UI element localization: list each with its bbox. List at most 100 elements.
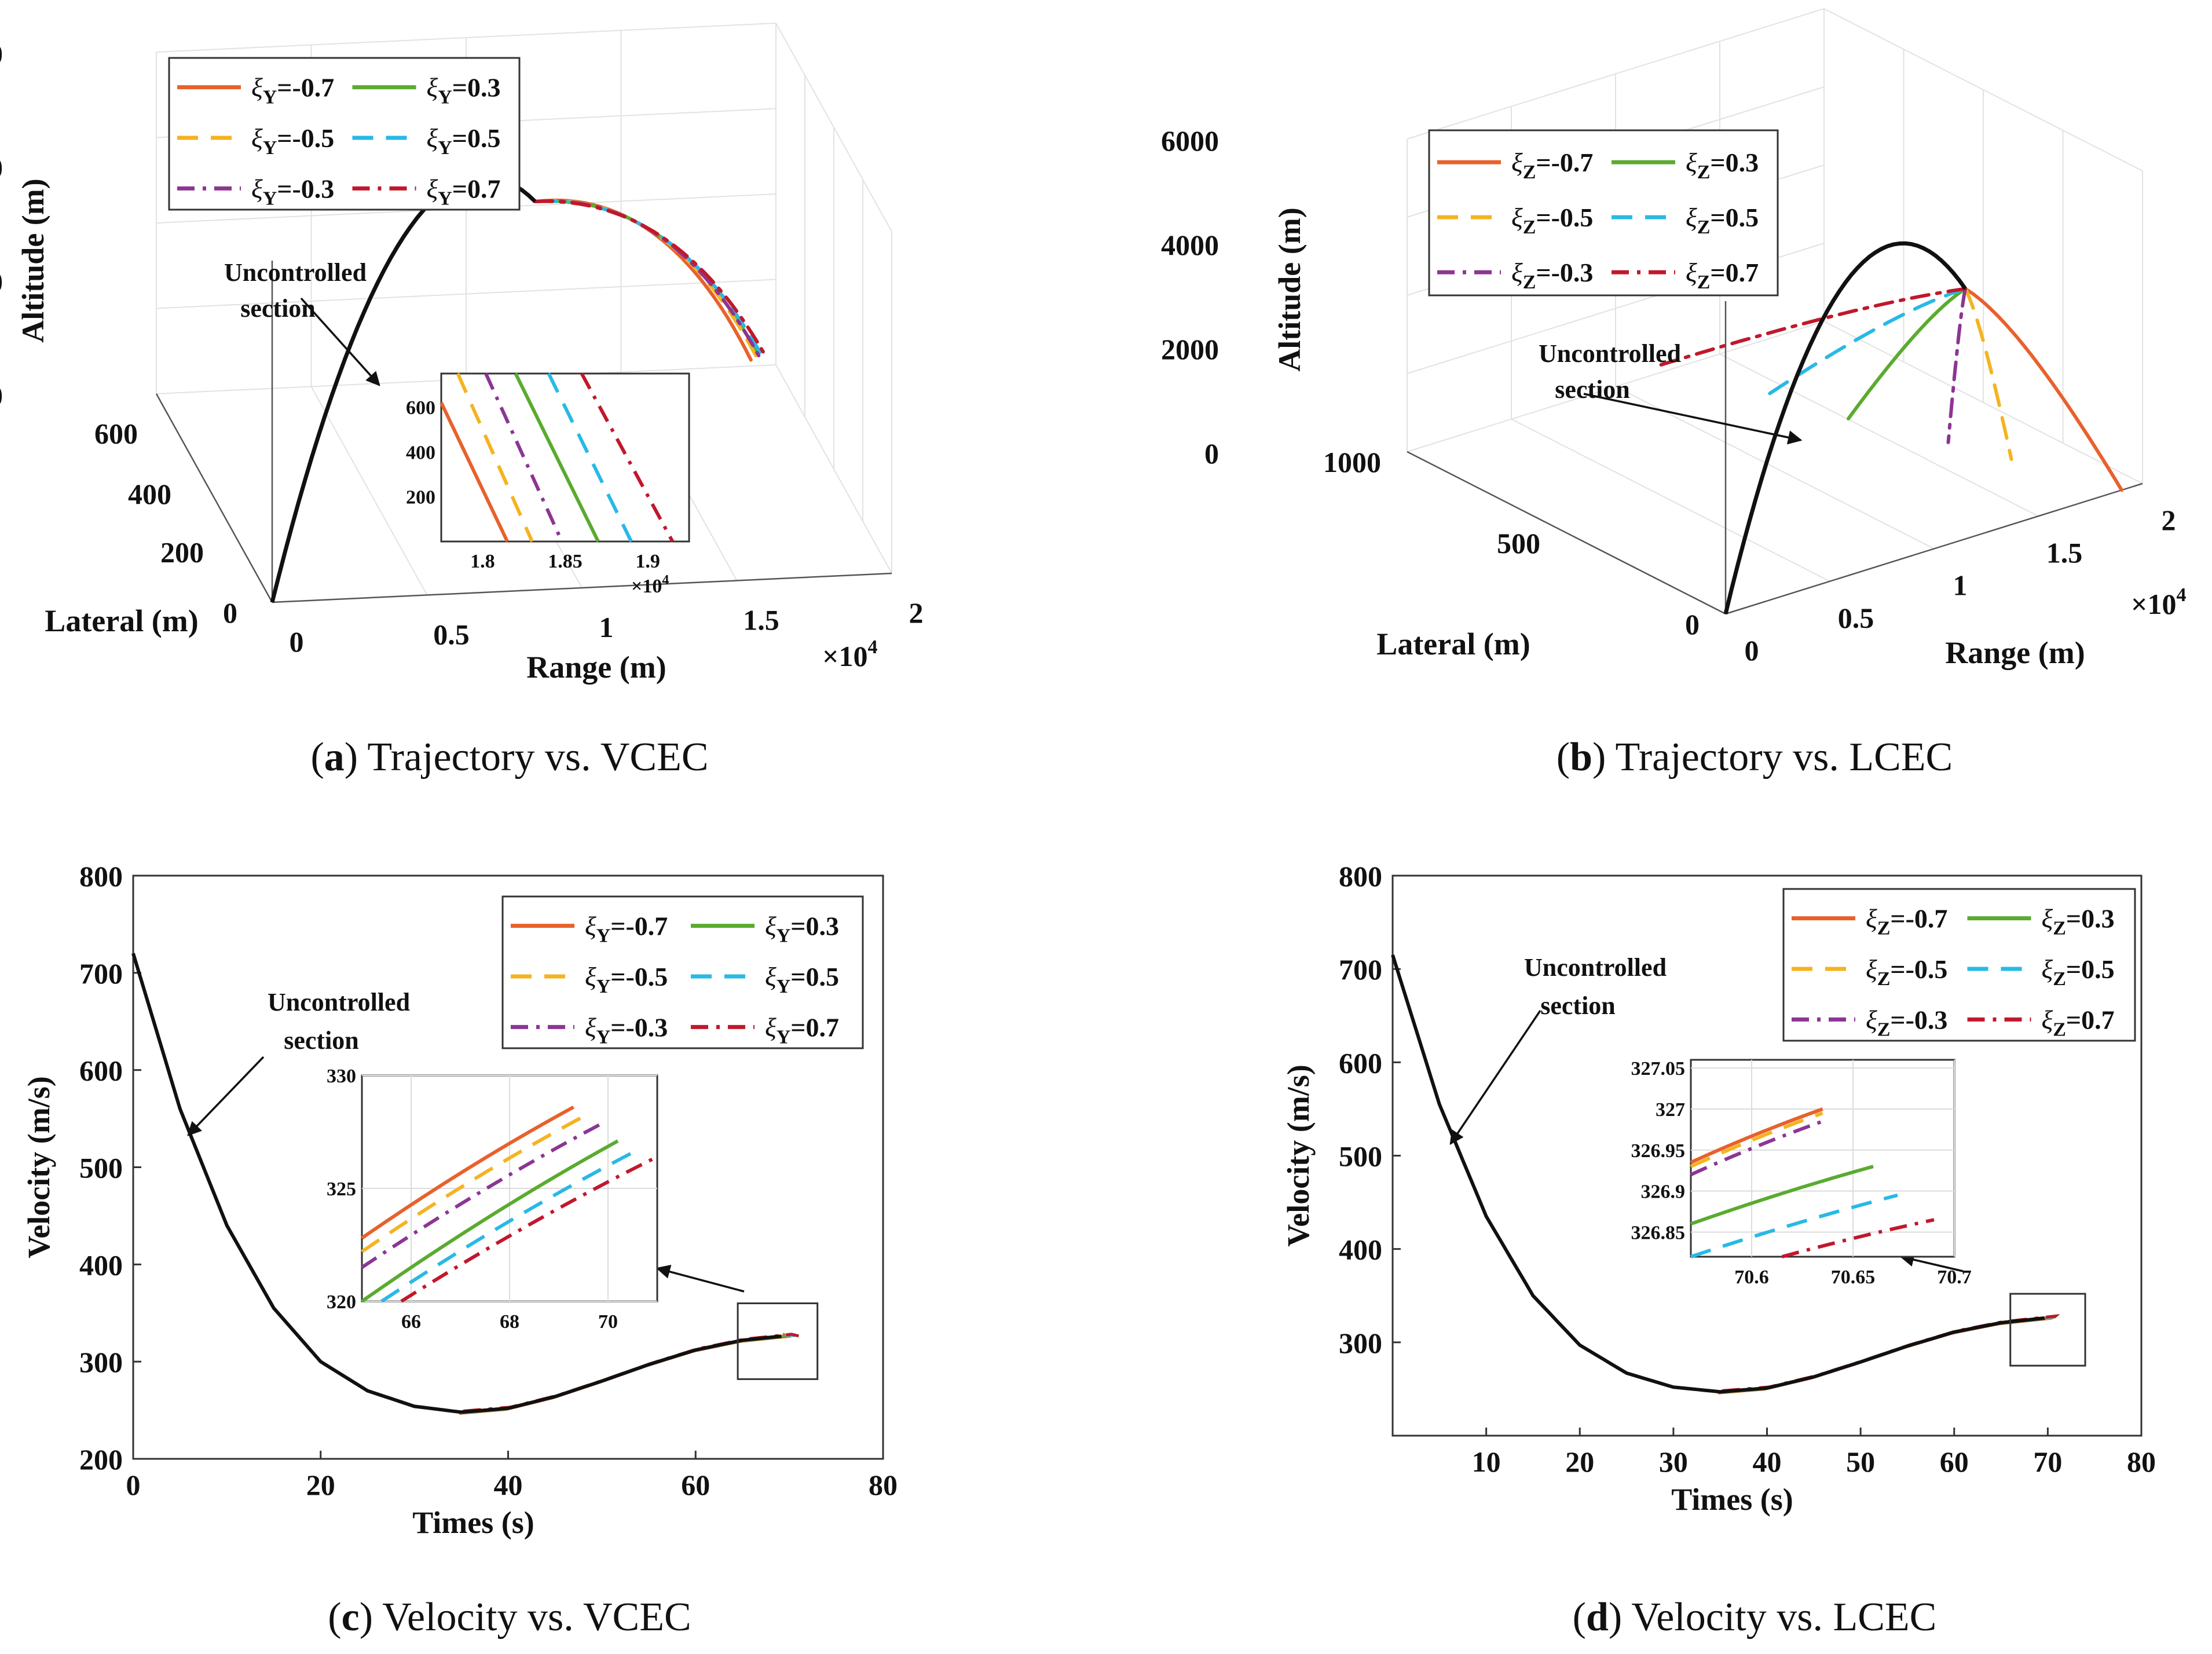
- z-tick-a-0: 0: [0, 379, 3, 412]
- legend-box-c: [501, 895, 864, 1049]
- trajectory-a-neg05: [533, 199, 758, 357]
- y-tick-c-2: 400: [79, 1249, 123, 1281]
- trajectory-a-pos05: [533, 199, 762, 354]
- y-tick-a-2: 400: [128, 478, 171, 510]
- inset-y-tick-d-2: 326.95: [1631, 1140, 1686, 1162]
- inset-frame-a: [440, 372, 690, 543]
- inset-line-c-neg03: [361, 1121, 604, 1269]
- legend-label-b-5: ξZ=0.7: [1686, 258, 1759, 293]
- annotation-line1-c: Uncontrolled: [268, 988, 410, 1016]
- legend-label-b-4: ξZ=-0.3: [1511, 258, 1593, 293]
- uncontrolled-velocity-c: [131, 953, 782, 1414]
- grid-floor-b-3: [1719, 353, 2039, 517]
- inset-a: 1.8 1.85 1.9 200 400 600 ×104: [406, 372, 690, 597]
- inset-line-d-pos05: [1690, 1193, 1898, 1258]
- inset-d: 70.6 70.65 70.7 326.85 326.9 326.95 327 327.05: [1631, 1058, 1972, 1288]
- caption-d: (d) Velocity vs. LCEC: [1573, 1595, 1937, 1640]
- inset-x-tick-d-2: 70.7: [1937, 1267, 1972, 1288]
- inset-line-c-neg05: [361, 1112, 589, 1253]
- x-axis-label-a: Range (m): [526, 650, 666, 685]
- y-tick-d-2: 500: [1339, 1140, 1382, 1173]
- inset-x-tick-a-1: 1.85: [548, 551, 583, 572]
- y-tick-c-1: 300: [79, 1346, 123, 1378]
- zoom-arrow-c: [655, 1264, 745, 1293]
- x-exponent-a: ×104: [822, 636, 878, 672]
- y-tick-a-1: 200: [160, 536, 204, 569]
- trajectory-b-neg07: [1964, 287, 2123, 492]
- legend-label-b-3: ξZ=0.5: [1686, 203, 1759, 238]
- axis-line-b-0: [1725, 482, 2143, 615]
- axis-line-a-0: [272, 572, 892, 603]
- z-tick-a-3: 6000: [0, 38, 3, 70]
- y-tick-a-0: 0: [223, 597, 237, 629]
- annotation-arrow-a: [300, 297, 380, 386]
- inset-line-a-neg03: [484, 372, 564, 543]
- inset-line-a-pos07: [580, 372, 675, 543]
- y-tick-c-0: 200: [79, 1443, 123, 1476]
- legend-label-c-0: ξY=-0.7: [585, 912, 668, 947]
- legend-label-d-4: ξZ=-0.3: [1866, 1005, 1947, 1040]
- trajectory-b-pos07: [1651, 287, 1967, 369]
- y-axis-label-b: Lateral (m): [1376, 627, 1530, 661]
- legend-label-a-0: ξY=-0.7: [251, 73, 334, 108]
- inset-line-c-pos05: [380, 1148, 639, 1303]
- inset-x-tick-d-0: 70.6: [1734, 1267, 1769, 1288]
- inset-y-tick-a-2: 600: [406, 397, 435, 419]
- inset-frame-d: [1690, 1059, 1955, 1258]
- zoom-box-d: [2009, 1293, 2086, 1367]
- caption-c: (c) Velocity vs. VCEC: [328, 1595, 691, 1640]
- inset-x-tick-d-1: 70.65: [1831, 1267, 1876, 1288]
- inset-line-d-neg05: [1690, 1111, 1823, 1168]
- grid-floor-b-2: [1615, 386, 1935, 550]
- x-tick-b-0: 0: [1745, 634, 1759, 667]
- axes-box-b: [1407, 8, 2143, 615]
- x-tick-c-3: 60: [681, 1469, 710, 1501]
- annotation-arrow-b: [1583, 393, 1803, 445]
- caption-b: (b) Trajectory vs. LCEC: [1557, 735, 1953, 780]
- axis-line-a-1: [155, 393, 273, 603]
- z-axis-label-a: Altitude (m): [16, 178, 50, 342]
- uncontrolled-velocity-d: [1391, 954, 2045, 1394]
- inset-line-c-neg07: [361, 1105, 574, 1240]
- z-tick-b-2: 4000: [1161, 229, 1219, 261]
- annotation-line1-a: Uncontrolled: [224, 258, 367, 287]
- inset-y-tick-d-3: 327: [1656, 1099, 1685, 1121]
- legend-label-c-2: ξY=-0.5: [585, 962, 668, 997]
- x-tick-d-1: 20: [1565, 1446, 1594, 1478]
- inset-c: 66 68 70 320 325 330: [327, 1066, 658, 1333]
- y-axis-label-d: Velocity (m/s): [1281, 1064, 1316, 1246]
- legend-label-d-1: ξZ=0.3: [2042, 904, 2115, 939]
- x-tick-c-4: 80: [869, 1469, 898, 1501]
- axis-line-b-1: [1407, 451, 1726, 615]
- x-axis-label-b: Range (m): [1945, 635, 2085, 670]
- zoom-arrow-d: [1899, 1253, 1964, 1272]
- x-tick-d-0: 10: [1472, 1446, 1501, 1478]
- legend-box-a: [168, 57, 521, 211]
- legend-box-b: [1428, 129, 1779, 297]
- x-tick-b-2: 1: [1953, 569, 1968, 602]
- inset-y-tick-d-4: 327.05: [1631, 1058, 1686, 1080]
- legend-label-c-5: ξY=0.7: [765, 1012, 839, 1048]
- inset-line-d-neg07: [1690, 1107, 1823, 1164]
- x-axis-label-c: Times (s): [412, 1505, 534, 1540]
- y-tick-c-3: 500: [79, 1152, 123, 1184]
- inset-line-c-pos03: [361, 1139, 619, 1303]
- inset-line-c-pos07: [400, 1155, 658, 1303]
- inset-y-tick-c-2: 330: [327, 1066, 356, 1087]
- x-tick-d-3: 40: [1753, 1446, 1782, 1478]
- y-tick-c-6: 800: [79, 860, 123, 892]
- uncontrolled-trajectory-b: [1723, 241, 1967, 614]
- inset-y-tick-a-1: 400: [406, 442, 435, 463]
- inset-line-d-pos07: [1781, 1218, 1935, 1258]
- panel-d-velocity-lcec: 10 20 30 40 50 60 70 80 300 400 500 600 700 800 Times …: [1281, 860, 2156, 1517]
- x-tick-d-2: 30: [1659, 1446, 1688, 1478]
- z-tick-b-3: 6000: [1161, 125, 1219, 157]
- legend-label-a-2: ξY=-0.5: [251, 123, 334, 159]
- inset-y-tick-d-1: 326.9: [1641, 1181, 1686, 1203]
- annotation-line2-c: section: [284, 1026, 359, 1055]
- inset-line-a-neg05: [456, 372, 534, 543]
- inset-y-tick-c-0: 320: [327, 1291, 356, 1313]
- inset-x-tick-c-1: 68: [500, 1311, 519, 1333]
- x-exponent-b: ×104: [2131, 584, 2187, 620]
